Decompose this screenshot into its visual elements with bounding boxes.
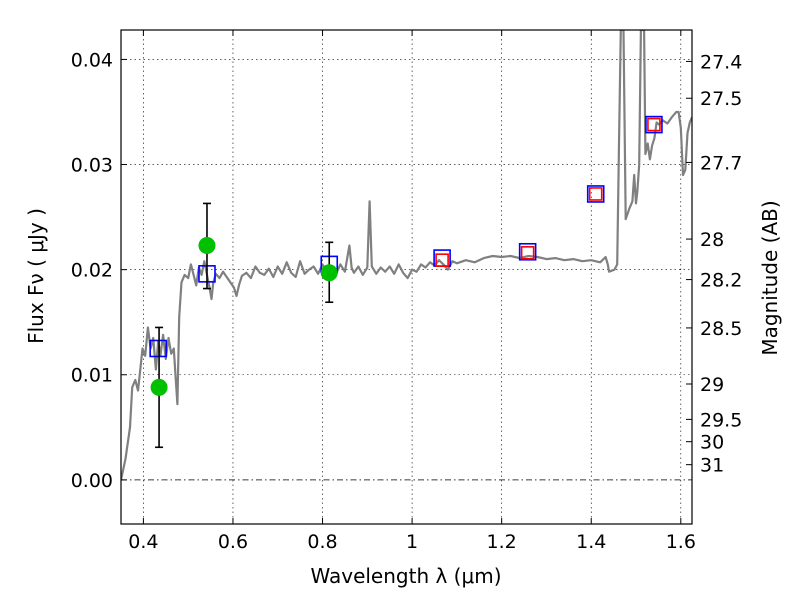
axis-ticks: 0.4 0.6 0.8 1 1.2 1.4 1.6 0.00 0.01 0.02 0.03 0.04 2… xyxy=(71,30,742,553)
y2-tick-label: 31 xyxy=(700,455,724,477)
y2-tick-label: 28.5 xyxy=(700,318,742,340)
y2-tick-label: 29 xyxy=(700,374,724,396)
photometry-point xyxy=(150,378,168,396)
y2-axis-title: Magnitude (AB) xyxy=(758,200,782,355)
y2-tick-label: 28 xyxy=(700,229,724,251)
y-tick-label: 0.00 xyxy=(71,470,113,492)
y2-tick-label: 30 xyxy=(700,432,724,454)
y-axis-title: Flux Fν ( μJy ) xyxy=(24,208,48,344)
model-flux-marker xyxy=(586,185,605,203)
model-flux-marker xyxy=(149,339,167,358)
x-tick-label: 0.8 xyxy=(307,531,337,553)
spectrum-line xyxy=(121,30,692,481)
model-flux-marker-red xyxy=(520,246,535,260)
y2-tick-label: 27.5 xyxy=(700,88,742,110)
axes-frame xyxy=(120,29,693,525)
model-flux-marker-red xyxy=(435,253,449,267)
x-tick-label: 0.4 xyxy=(128,531,158,553)
x-tick-label: 1.2 xyxy=(487,531,517,553)
y2-tick-label: 29.5 xyxy=(700,409,742,431)
y2-tick-label: 27.7 xyxy=(700,152,742,174)
model-flux-marker xyxy=(518,242,537,261)
x-tick-label: 0.6 xyxy=(218,531,248,553)
x-tick-label: 1 xyxy=(406,531,418,553)
y2-tick-label: 28.2 xyxy=(700,270,742,292)
x-axis-title: Wavelength λ (μm) xyxy=(310,564,501,588)
photometry-point xyxy=(320,264,338,282)
model-flux-marker-red xyxy=(588,187,603,201)
model-flux-marker-red xyxy=(647,117,661,132)
y-tick-label: 0.03 xyxy=(71,155,113,177)
y2-tick-label: 27.4 xyxy=(700,51,742,73)
x-tick-label: 1.4 xyxy=(576,531,606,553)
plot-series xyxy=(121,30,692,481)
x-tick-label: 1.6 xyxy=(666,531,696,553)
y-tick-label: 0.04 xyxy=(71,49,113,71)
y-tick-label: 0.02 xyxy=(71,260,113,282)
photometry-point xyxy=(198,236,216,254)
y-tick-label: 0.01 xyxy=(71,365,113,387)
model-flux-marker xyxy=(645,115,663,134)
plot-area xyxy=(121,30,692,481)
